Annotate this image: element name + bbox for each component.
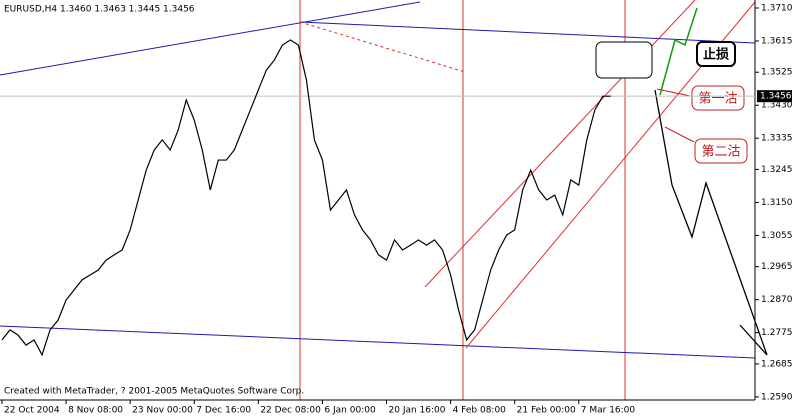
trend-line	[0, 1, 421, 76]
y-tick-label: 1.2965	[761, 262, 792, 272]
annotation-arrow	[664, 126, 695, 143]
last-price-label: 1.3456	[760, 92, 792, 102]
annotation: 止损	[703, 47, 729, 63]
drawings	[0, 0, 768, 400]
dotted-line	[299, 21, 466, 73]
annotation: 第一沽	[698, 92, 737, 107]
annotation-box	[691, 85, 745, 111]
last-price-box	[757, 90, 792, 103]
projection	[659, 7, 698, 96]
price-line	[1, 39, 611, 357]
x-tick-label: 21 Feb 00:00	[517, 406, 576, 416]
x-tick-label: 23 Nov 00:00	[132, 406, 193, 416]
y-tick-label: 1.2590	[761, 392, 792, 402]
y-tick-label: 1.2685	[761, 359, 792, 369]
x-tick-label: 4 Feb 08:00	[453, 406, 507, 416]
footer: Created with MetaTrader, ? 2001-2005 Met…	[4, 387, 304, 397]
y-tick-label: 1.2775	[761, 328, 792, 338]
x-tick-label: 6 Jan 00:00	[324, 406, 376, 416]
chart-title: EURUSD,H4 1.3460 1.3463 1.3445 1.3456	[4, 5, 195, 15]
y-tick-label: 1.3430	[761, 101, 792, 111]
y-tick-label: 1.3150	[761, 198, 792, 208]
y-tick-label: 1.3055	[761, 231, 792, 241]
x-tick-label: 22 Dec 08:00	[260, 406, 321, 416]
annotation: 第二沽	[701, 145, 740, 160]
y-tick-label: 1.3245	[761, 165, 792, 175]
trend-line	[0, 325, 756, 359]
annotation-box	[696, 41, 736, 67]
y-tick-label: 1.3710	[761, 3, 792, 13]
y-tick-label: 1.2870	[761, 295, 792, 305]
annotation-arrow	[656, 88, 691, 97]
x-tick-label: 7 Dec 16:00	[196, 406, 251, 416]
annotation-box	[694, 138, 748, 164]
x-tick-label: 22 Oct 2004	[4, 406, 60, 416]
y-tick-label: 1.3525	[761, 68, 792, 78]
stop-box	[595, 41, 653, 79]
trend-line	[299, 21, 756, 44]
x-tick-label: 20 Jan 16:00	[389, 406, 446, 416]
x-tick-label: 7 Mar 16:00	[581, 406, 636, 416]
y-tick-label: 1.3615	[761, 36, 792, 46]
x-tick-label: 8 Nov 08:00	[68, 406, 123, 416]
y-tick-label: 1.3335	[761, 134, 792, 144]
projection	[654, 89, 768, 356]
